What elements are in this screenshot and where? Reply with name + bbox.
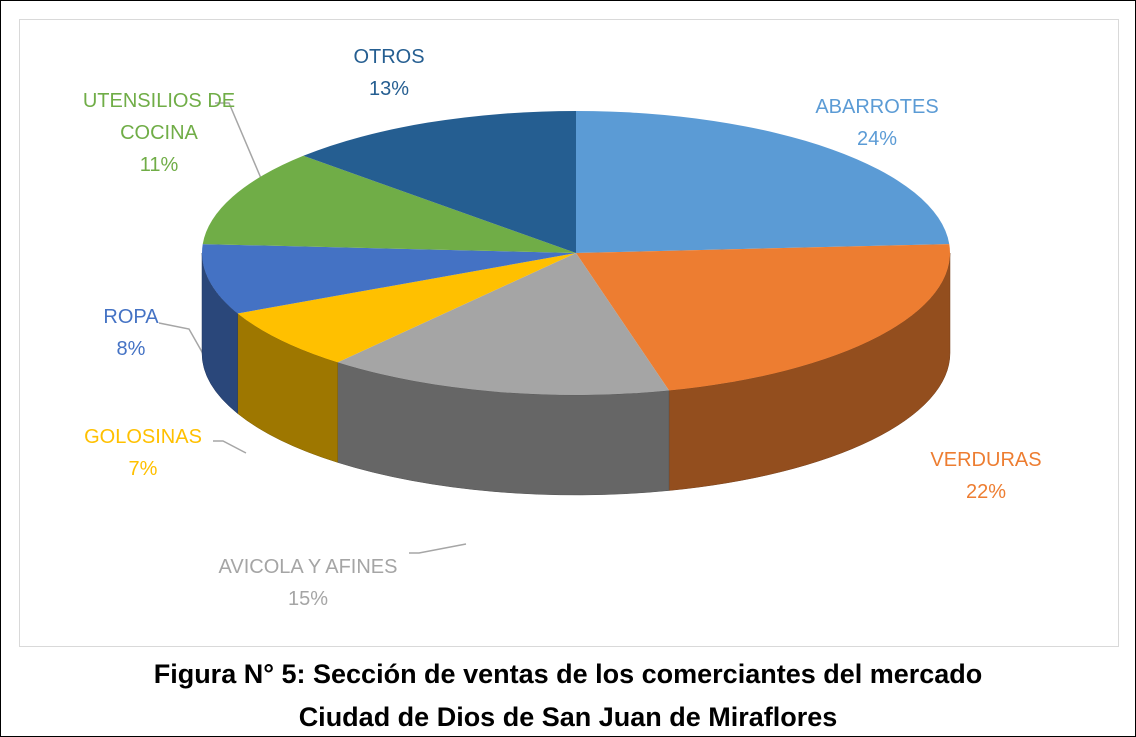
label-category: GOLOSINAS [84,426,202,448]
caption-line: Ciudad de Dios de San Juan de Miraflores [298,702,838,732]
label-value: 11% [139,154,179,176]
label-category: UTENSILIOS DE COCINA [82,90,236,144]
data-label: VERDURAS 22% [930,444,1041,508]
label-value: 7% [128,458,158,480]
data-label: OTROS 13% [353,41,424,105]
leader-line [158,322,207,360]
data-label: AVICOLA Y AFINES 15% [219,551,398,615]
data-label: ROPA 8% [103,301,158,365]
label-category: VERDURAS [930,449,1042,471]
data-label: GOLOSINAS 7% [84,421,202,485]
chart-area [19,19,1119,647]
label-category: ABARROTES [815,96,939,118]
pie-slice [337,253,670,395]
label-category: OTROS [353,46,425,68]
pie [201,111,951,496]
leader-lines [158,102,467,554]
pie-slice [202,155,576,253]
caption-line: Figura N° 5: Sección de ventas de los co… [153,659,983,689]
label-value: 15% [287,588,329,610]
leader-line [215,102,264,184]
pie-slice [303,111,576,253]
label-value: 13% [368,78,410,100]
label-value: 8% [116,338,146,360]
pie-slice [237,253,577,363]
data-label: UTENSILIOS DE COCINA 11% [74,85,244,181]
leader-line [213,440,247,454]
pie-slice [202,244,576,314]
pie-slice [576,244,951,391]
data-label: ABARROTES 24% [815,91,938,155]
leader-line [409,543,467,554]
label-category: AVICOLA Y AFINES [218,556,398,578]
label-value: 24% [856,128,898,150]
label-category: ROPA [103,306,159,328]
label-value: 22% [965,481,1007,503]
pie-slice [576,111,950,253]
